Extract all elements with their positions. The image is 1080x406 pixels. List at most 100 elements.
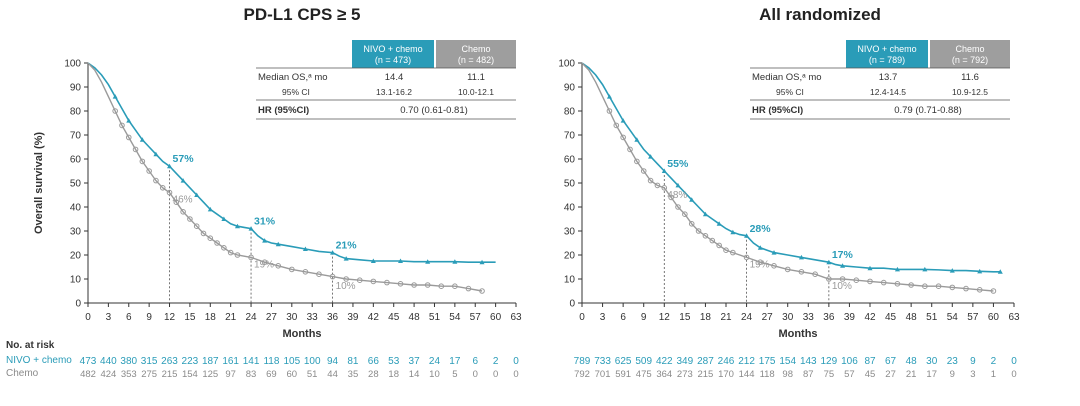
x-tick-label: 33 (307, 312, 319, 323)
chemo-censor-mark (695, 228, 702, 234)
chemo-censor-mark (730, 249, 736, 256)
chemo-censor-mark (606, 108, 613, 114)
nivo-censor-mark (840, 263, 846, 268)
nivo-landmark-label: 21% (336, 240, 358, 252)
x-tick-label: 27 (266, 312, 278, 323)
x-tick-label: 63 (510, 312, 522, 323)
at-risk-nivo-value: 789 (574, 356, 591, 367)
x-tick-label: 18 (700, 312, 712, 323)
at-risk-nivo-value: 67 (885, 356, 897, 367)
at-risk-nivo-value: 380 (120, 356, 137, 367)
chemo-censor-mark (682, 211, 688, 217)
x-tick-label: 3 (600, 312, 606, 323)
at-risk-chemo-value: 0 (493, 369, 498, 380)
hr-value: 0.70 (0.61-0.81) (400, 105, 468, 116)
at-risk-chemo-value: 215 (162, 369, 178, 380)
nivo-censor-mark (180, 178, 186, 183)
at-risk-nivo-value: 733 (594, 356, 611, 367)
chemo-censor-mark (675, 204, 681, 210)
at-risk-chemo-value: 3 (970, 369, 975, 380)
chemo-landmark-label: 19% (750, 259, 770, 270)
y-tick-label: 30 (564, 227, 576, 238)
chemo-censor-mark (627, 146, 633, 153)
chemo-censor-mark (723, 247, 729, 253)
y-tick-label: 60 (564, 155, 576, 166)
at-risk-header: No. at risk (6, 340, 55, 351)
chemo-censor-mark (839, 276, 846, 282)
chemo-censor-mark (976, 287, 983, 293)
x-tick-label: 60 (490, 312, 502, 323)
at-risk-chemo-value: 275 (141, 369, 157, 380)
chemo-censor-mark (356, 277, 363, 284)
nivo-censor-mark (634, 137, 640, 142)
chemo-censor-mark (316, 271, 322, 278)
at-risk-chemo-value: 0 (513, 369, 518, 380)
nivo-censor-mark (702, 211, 708, 217)
at-risk-nivo-value: 17 (449, 356, 461, 367)
nivo-censor-mark (922, 266, 928, 272)
nivo-censor-mark (949, 268, 955, 273)
nivo-censor-mark (798, 254, 804, 260)
at-risk-nivo-value: 440 (100, 356, 117, 367)
chemo-header-label: Chemo (955, 44, 984, 54)
x-axis-label: Months (778, 328, 817, 340)
chemo-censor-mark (479, 288, 485, 294)
at-risk-nivo-value: 625 (615, 356, 632, 367)
nivo-censor-mark (826, 259, 832, 265)
nivo-censor-mark (479, 259, 485, 265)
at-risk-nivo-value: 53 (388, 356, 400, 367)
at-risk-chemo-value: 482 (80, 369, 96, 380)
table-nivo-value: 13.7 (879, 72, 898, 83)
at-risk-chemo-value: 44 (327, 369, 338, 380)
at-risk-nivo-value: 246 (718, 356, 735, 367)
chemo-censor-mark (132, 146, 139, 153)
at-risk-nivo-value: 81 (347, 356, 359, 367)
table-chemo-value: 10.0-12.1 (458, 87, 494, 97)
at-risk-chemo-value: 1 (991, 369, 996, 380)
chemo-censor-mark (634, 158, 640, 165)
x-tick-label: 51 (429, 312, 441, 323)
nivo-censor-mark (194, 192, 200, 197)
at-risk-nivo-value: 37 (409, 356, 421, 367)
at-risk-nivo-label: NIVO + chemo (6, 355, 72, 366)
nivo-header-cell (352, 40, 434, 68)
at-risk-nivo-value: 129 (821, 356, 838, 367)
chemo-censor-mark (411, 282, 417, 288)
x-tick-label: 36 (823, 312, 835, 323)
at-risk-nivo-value: 141 (243, 356, 260, 367)
nivo-censor-mark (997, 269, 1003, 274)
nivo-censor-mark (744, 233, 750, 238)
nivo-header-n: (n = 473) (375, 55, 411, 65)
at-risk-chemo-value: 98 (782, 369, 793, 380)
chart-title: PD-L1 CPS ≥ 5 (243, 5, 360, 24)
x-tick-label: 6 (620, 312, 626, 323)
x-tick-label: 42 (864, 312, 876, 323)
at-risk-nivo-value: 100 (304, 356, 321, 367)
at-risk-chemo-value: 57 (844, 369, 855, 380)
nivo-censor-mark (207, 206, 213, 212)
chemo-censor-mark (465, 285, 472, 292)
chemo-censor-mark (200, 230, 207, 237)
chemo-censor-mark (757, 259, 764, 266)
at-risk-chemo-value: 792 (574, 369, 590, 380)
at-risk-nivo-value: 48 (906, 356, 918, 367)
table-chemo-value: 11.1 (467, 72, 485, 83)
x-tick-label: 51 (926, 312, 938, 323)
x-tick-label: 12 (164, 312, 176, 323)
at-risk-chemo-value: 215 (697, 369, 713, 380)
at-risk-chemo-value: 83 (246, 369, 257, 380)
chemo-header-cell (930, 40, 1010, 68)
x-tick-label: 24 (245, 312, 257, 323)
x-tick-label: 54 (449, 312, 461, 323)
x-tick-label: 27 (762, 312, 774, 323)
at-risk-nivo-value: 0 (513, 356, 519, 367)
nivo-landmark-label: 57% (173, 153, 195, 165)
table-row-label: 95% CI (282, 87, 310, 97)
at-risk-chemo-value: 154 (182, 369, 198, 380)
y-tick-label: 80 (70, 107, 82, 118)
chemo-censor-mark (654, 182, 661, 189)
at-risk-nivo-value: 287 (697, 356, 714, 367)
at-risk-nivo-value: 349 (677, 356, 694, 367)
nivo-censor-mark (262, 238, 268, 243)
